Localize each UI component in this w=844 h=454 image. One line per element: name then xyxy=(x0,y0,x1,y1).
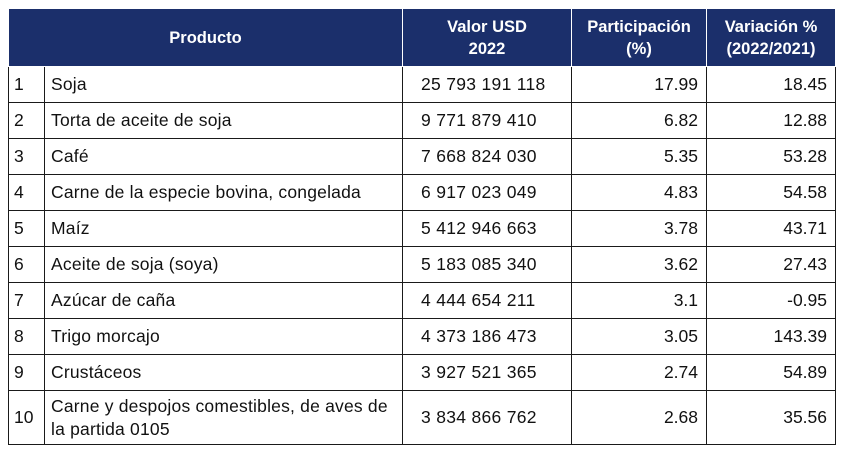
header-valor-line1: Valor USD xyxy=(447,17,527,36)
table-row: 4 Carne de la especie bovina, congelada … xyxy=(8,174,837,211)
product-cell: Crustáceos xyxy=(43,354,404,391)
share-cell: 3.05 xyxy=(571,318,708,355)
header-variacion-line2: (2022/2021) xyxy=(726,39,816,58)
product-cell: Azúcar de caña xyxy=(43,282,404,319)
header-variacion: Variación % (2022/2021) xyxy=(706,8,837,67)
share-cell: 3.1 xyxy=(571,282,708,319)
variation-cell: 54.89 xyxy=(706,354,837,391)
product-cell: Carne de la especie bovina, congelada xyxy=(43,174,404,211)
variation-cell: 12.88 xyxy=(706,102,837,139)
table-header: Producto Valor USD 2022 Participación (%… xyxy=(7,8,837,67)
table-body: 1 Soja 25 793 191 118 17.99 18.45 2 Tort… xyxy=(8,66,837,445)
table-row: 1 Soja 25 793 191 118 17.99 18.45 xyxy=(8,66,837,103)
variation-cell: 143.39 xyxy=(706,318,837,355)
share-cell: 2.68 xyxy=(571,390,708,445)
variation-cell: -0.95 xyxy=(706,282,837,319)
header-producto: Producto xyxy=(7,8,404,67)
product-cell: Carne y despojos comestibles, de aves de… xyxy=(43,390,404,445)
value-cell: 3 927 521 365 xyxy=(402,354,573,391)
share-cell: 6.82 xyxy=(571,102,708,139)
rank-cell: 4 xyxy=(8,174,45,211)
table-row: 9 Crustáceos 3 927 521 365 2.74 54.89 xyxy=(8,354,837,391)
product-cell: Maíz xyxy=(43,210,404,247)
product-cell: Aceite de soja (soya) xyxy=(43,246,404,283)
share-cell: 5.35 xyxy=(571,138,708,175)
table-row: 3 Café 7 668 824 030 5.35 53.28 xyxy=(8,138,837,175)
value-cell: 4 373 186 473 xyxy=(402,318,573,355)
header-participacion-line2: (%) xyxy=(626,39,652,58)
variation-cell: 53.28 xyxy=(706,138,837,175)
share-cell: 3.62 xyxy=(571,246,708,283)
rank-cell: 8 xyxy=(8,318,45,355)
product-cell: Café xyxy=(43,138,404,175)
rank-cell: 2 xyxy=(8,102,45,139)
value-cell: 5 412 946 663 xyxy=(402,210,573,247)
variation-cell: 27.43 xyxy=(706,246,837,283)
header-participacion: Participación (%) xyxy=(571,8,708,67)
share-cell: 2.74 xyxy=(571,354,708,391)
variation-cell: 54.58 xyxy=(706,174,837,211)
variation-cell: 18.45 xyxy=(706,66,837,103)
rank-cell: 1 xyxy=(8,66,45,103)
share-cell: 17.99 xyxy=(571,66,708,103)
value-cell: 3 834 866 762 xyxy=(402,390,573,445)
exports-table: Producto Valor USD 2022 Participación (%… xyxy=(7,8,837,445)
value-cell: 6 917 023 049 xyxy=(402,174,573,211)
header-valor-line2: 2022 xyxy=(468,39,506,58)
value-cell: 5 183 085 340 xyxy=(402,246,573,283)
rank-cell: 10 xyxy=(8,390,45,445)
rank-cell: 7 xyxy=(8,282,45,319)
table-row: 5 Maíz 5 412 946 663 3.78 43.71 xyxy=(8,210,837,247)
product-cell: Soja xyxy=(43,66,404,103)
table-row: 8 Trigo morcajo 4 373 186 473 3.05 143.3… xyxy=(8,318,837,355)
table-row: 10 Carne y despojos comestibles, de aves… xyxy=(8,390,837,445)
header-participacion-line1: Participación xyxy=(587,17,691,36)
table-row: 6 Aceite de soja (soya) 5 183 085 340 3.… xyxy=(8,246,837,283)
value-cell: 7 668 824 030 xyxy=(402,138,573,175)
value-cell: 25 793 191 118 xyxy=(402,66,573,103)
header-producto-label: Producto xyxy=(169,28,242,47)
table-row: 7 Azúcar de caña 4 444 654 211 3.1 -0.95 xyxy=(8,282,837,319)
value-cell: 9 771 879 410 xyxy=(402,102,573,139)
table-row: 2 Torta de aceite de soja 9 771 879 410 … xyxy=(8,102,837,139)
value-cell: 4 444 654 211 xyxy=(402,282,573,319)
header-variacion-line1: Variación % xyxy=(724,17,818,36)
share-cell: 3.78 xyxy=(571,210,708,247)
rank-cell: 9 xyxy=(8,354,45,391)
product-cell: Torta de aceite de soja xyxy=(43,102,404,139)
variation-cell: 35.56 xyxy=(706,390,837,445)
share-cell: 4.83 xyxy=(571,174,708,211)
rank-cell: 5 xyxy=(8,210,45,247)
product-cell: Trigo morcajo xyxy=(43,318,404,355)
rank-cell: 6 xyxy=(8,246,45,283)
header-row: Producto Valor USD 2022 Participación (%… xyxy=(7,8,837,67)
header-valor: Valor USD 2022 xyxy=(402,8,573,67)
variation-cell: 43.71 xyxy=(706,210,837,247)
rank-cell: 3 xyxy=(8,138,45,175)
